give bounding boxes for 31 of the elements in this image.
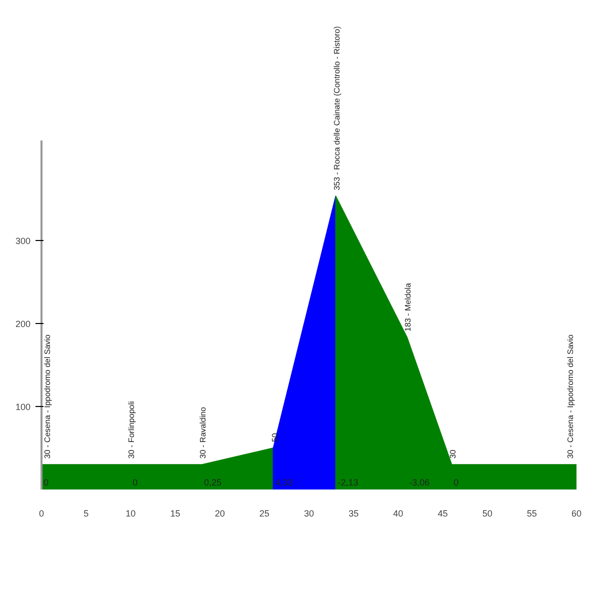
annotation: 4,33 xyxy=(275,478,293,488)
x-tick-label: 25 xyxy=(259,508,270,518)
data-label: 353 - Rocca delle Cainate (Controllo - Ristoro) xyxy=(332,26,342,190)
x-tick-label: 55 xyxy=(526,508,537,518)
data-label: 30 - Cesena - Ippodromo del Savio xyxy=(566,334,575,459)
annotation: 0,25 xyxy=(204,478,222,488)
data-label: 30 - Ravaldino xyxy=(198,406,208,459)
x-tick-label: 5 xyxy=(84,508,89,518)
annotation: 0 xyxy=(44,478,49,488)
x-tick-label: 35 xyxy=(348,508,359,518)
data-label: 50 xyxy=(270,432,280,442)
annotation: 0 xyxy=(454,478,459,488)
data-label: 30 - Forlinpopoli xyxy=(127,400,136,459)
data-label: 30 xyxy=(448,449,458,459)
y-tick-label: 200 xyxy=(15,318,31,329)
x-tick-label: 15 xyxy=(170,508,180,518)
x-tick-label: 20 xyxy=(214,508,225,518)
x-tick-label: 60 xyxy=(571,508,582,518)
annotation: 0 xyxy=(132,478,138,488)
y-tick-label: 100 xyxy=(15,402,31,412)
annotation: -3,06 xyxy=(409,478,430,488)
x-tick-label: 0 xyxy=(38,508,44,518)
x-tick-label: 30 xyxy=(304,508,314,518)
data-label: 30 - Cesena - Ippodromo del Savio xyxy=(43,334,52,459)
y-tick-label: 300 xyxy=(15,236,31,246)
annotation: -2,13 xyxy=(338,478,358,488)
x-tick-label: 50 xyxy=(482,508,492,518)
data-label: 183 - Meldola xyxy=(404,282,413,332)
x-tick-label: 10 xyxy=(126,508,136,518)
x-tick-label: 45 xyxy=(438,508,448,518)
x-tick-label: 40 xyxy=(393,508,404,518)
